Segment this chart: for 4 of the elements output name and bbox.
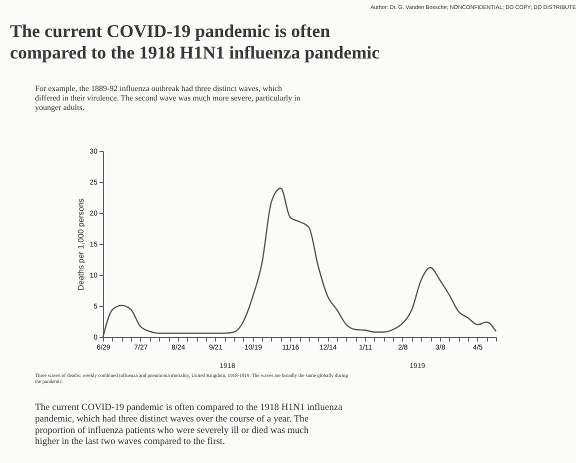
chart-title: The current COVID-19 pandemic is often compared to the 1918 H1N1 influenza pandemic <box>10 21 380 63</box>
chart-subtitle: For example, the 1889-92 influenza outbreak had three distinct waves, which differed in their virulence. The second wave was much more severe, particularly in younger adults. <box>35 84 300 112</box>
y-axis-title: Deaths per 1,000 persons <box>76 198 86 291</box>
text: The current COVID-19 pandemic is often compared to the 1918 H1N1 influenza pandemic, which had three distinct waves over the course of a year. The proportion of influenza patients who were severely ill or died was much higher in the last two waves compared to the first. <box>35 403 344 448</box>
